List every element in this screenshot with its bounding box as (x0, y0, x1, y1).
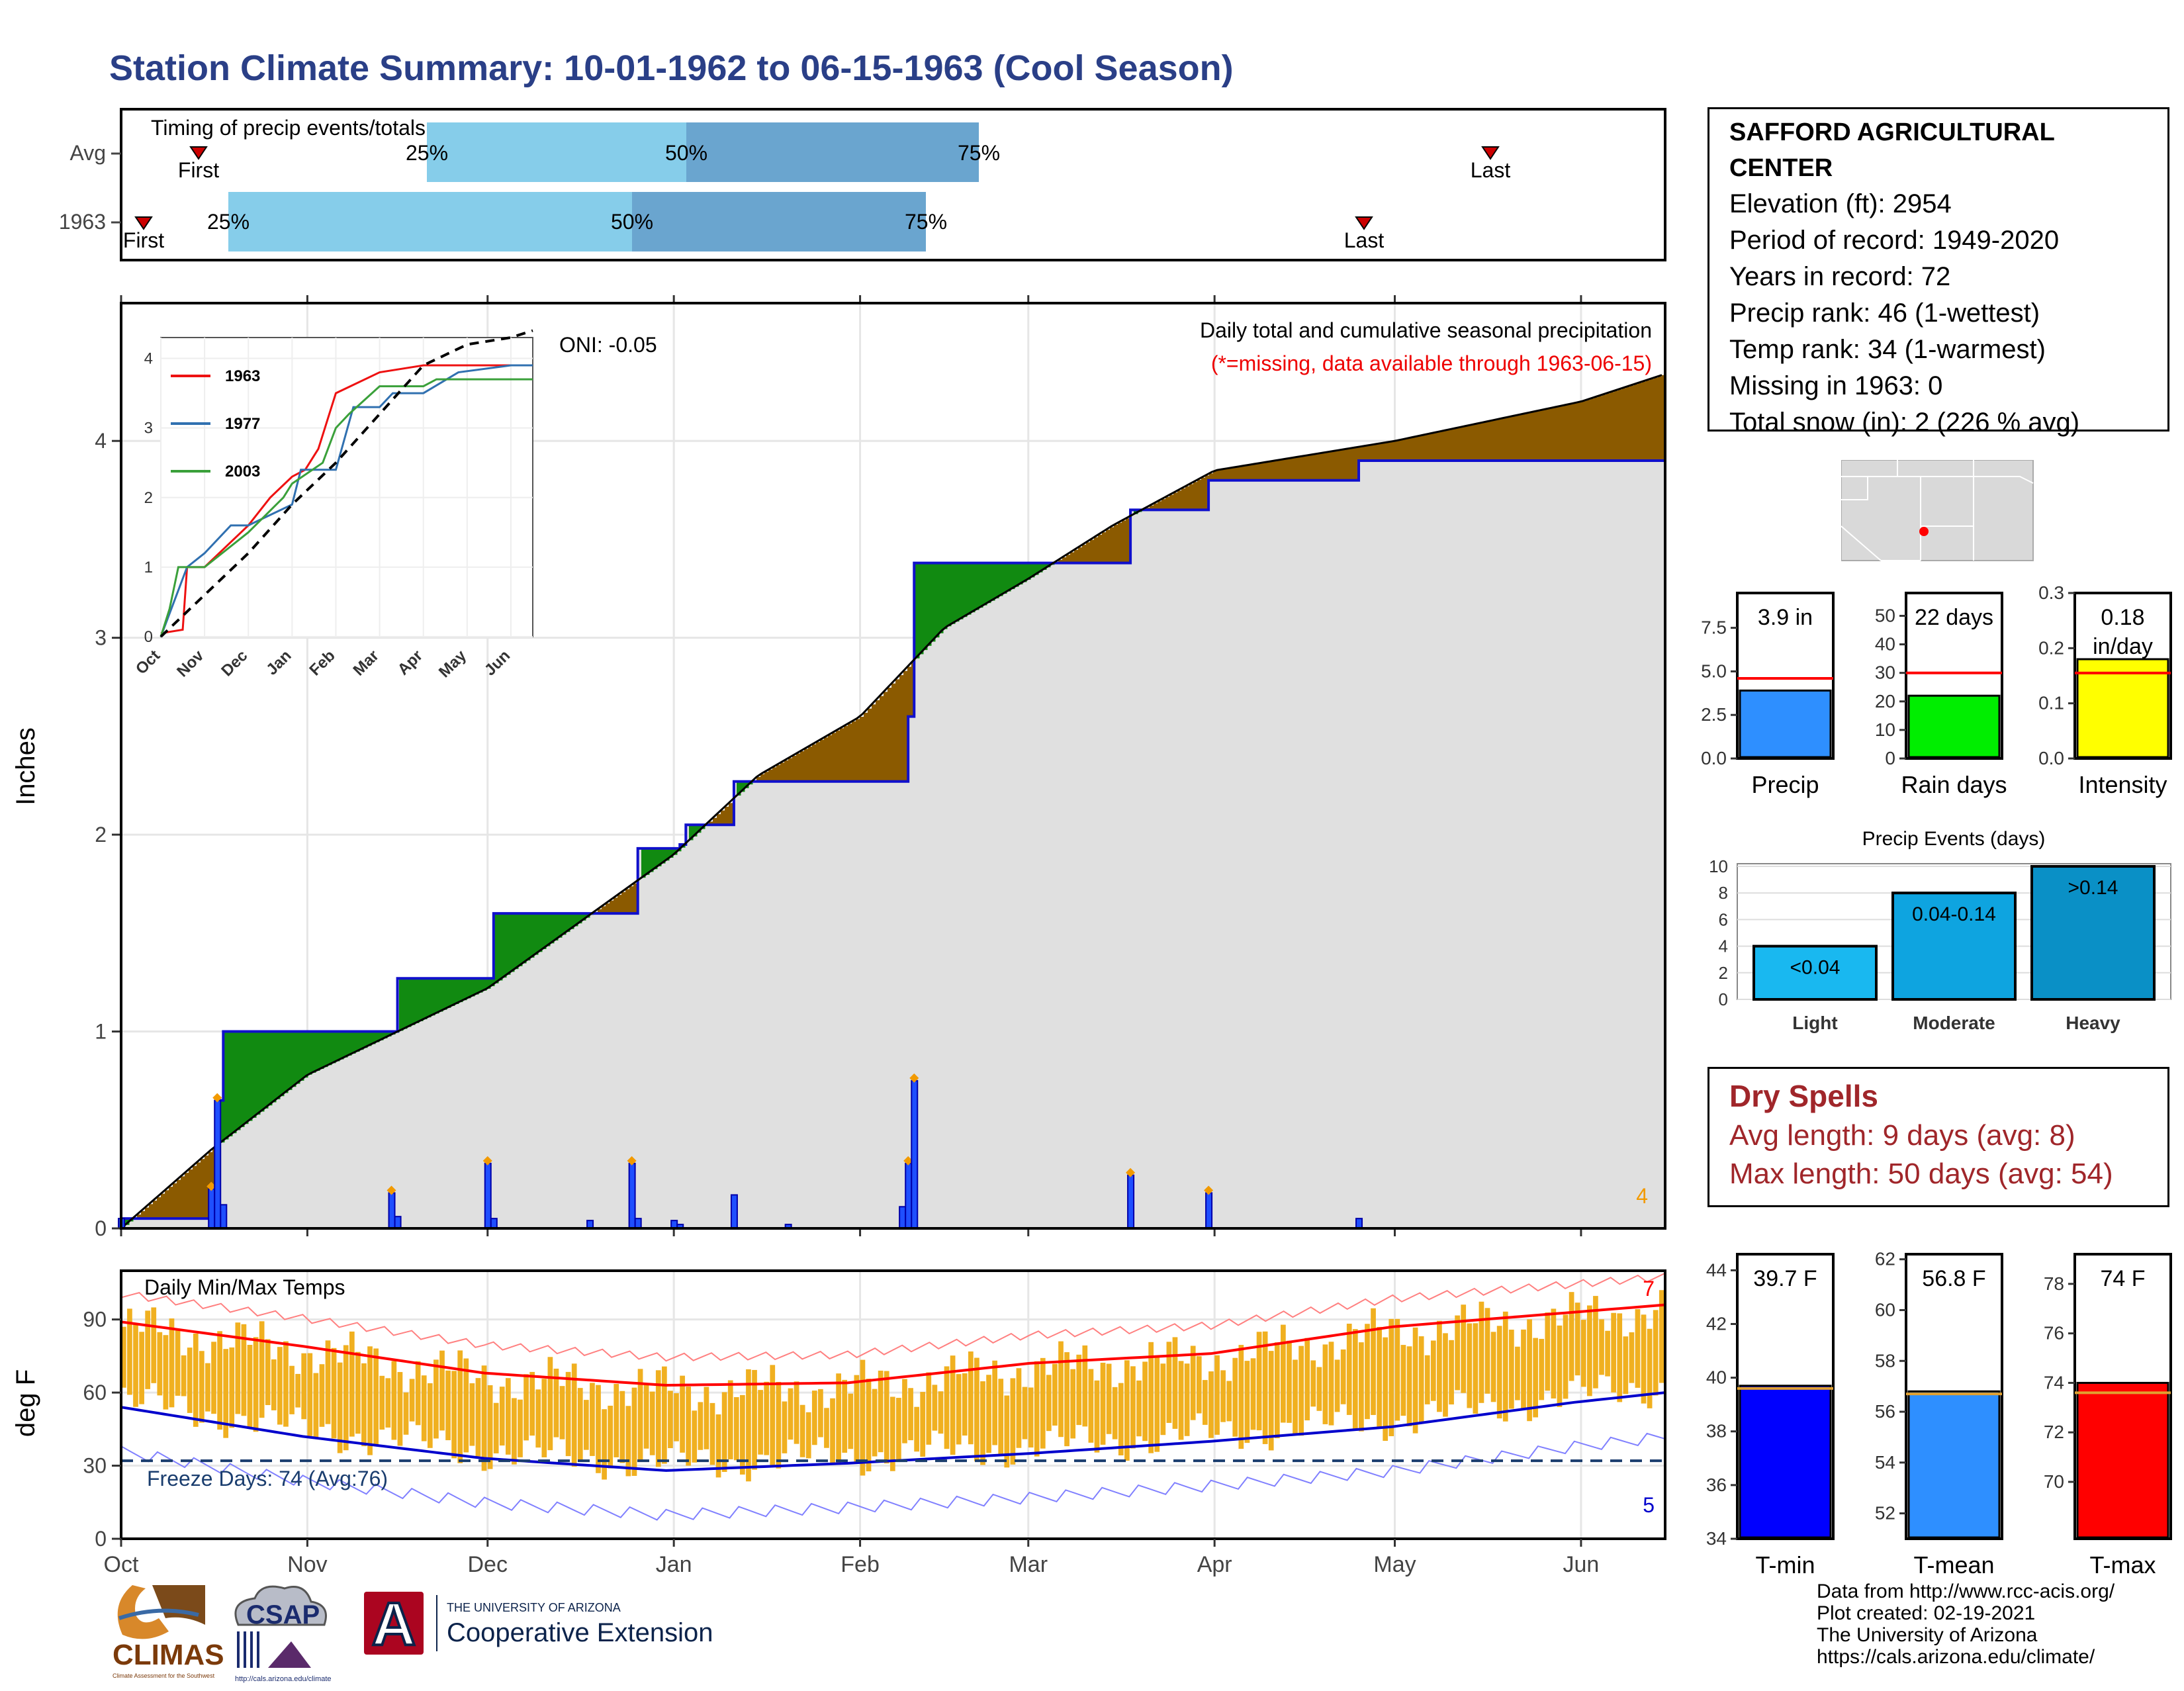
ua-extension: Cooperative Extension (447, 1618, 713, 1647)
summary-y-tick-label: 62 (1875, 1249, 1895, 1269)
summary-value-label: 39.7 F (1753, 1266, 1817, 1291)
summary-y-tick-label: 42 (1706, 1313, 1727, 1334)
dry-spells-title: Dry Spells (1729, 1075, 2148, 1117)
summary-y-tick-label: 10 (1875, 719, 1895, 740)
events-bar-label: 0.04-0.14 (1912, 903, 1996, 925)
events-bar-label: >0.14 (2068, 877, 2118, 899)
summary-value-label: 0.18 (2101, 605, 2144, 630)
summary-y-tick-label: 50 (1875, 605, 1895, 625)
footer-credits: Data from http://www.rcc-acis.org/ Plot … (1817, 1580, 2115, 1668)
dry-spells-box: Dry Spells Avg length: 9 days (avg: 8) M… (1707, 1067, 2169, 1207)
summary-y-tick-label: 78 (2044, 1273, 2064, 1294)
footer-created: Plot created: 02-19-2021 (1817, 1602, 2115, 1624)
summary-value-bar (1909, 1391, 1999, 1537)
logos: CLIMAS Climate Assessment for the Southw… (106, 1578, 768, 1691)
footer-url: https://cals.arizona.edu/climate/ (1817, 1646, 2115, 1668)
events-category-label: Light (1792, 1013, 1837, 1033)
summary-y-tick-label: 0.0 (2038, 748, 2064, 768)
summary-y-tick-label: 38 (1706, 1421, 1727, 1441)
events-y-tick-label: 8 (1719, 883, 1728, 903)
summary-value-bar (2077, 1383, 2168, 1537)
csap-url: http://cals.arizona.edu/climate (235, 1675, 332, 1683)
events-bar-label: <0.04 (1790, 957, 1841, 979)
summary-y-tick-label: 30 (1875, 663, 1895, 683)
summary-y-tick-label: 0.2 (2038, 637, 2064, 658)
events-y-tick-label: 6 (1719, 909, 1728, 929)
summary-value-bar (1909, 696, 1999, 757)
summary-title: T-min (1756, 1551, 1815, 1578)
events-category-label: Heavy (2066, 1013, 2120, 1033)
summary-y-tick-label: 40 (1706, 1367, 1727, 1388)
ua-letter-icon: A (372, 1590, 416, 1658)
events-y-tick-label: 4 (1719, 937, 1728, 956)
events-y-tick-label: 0 (1719, 989, 1728, 1009)
summary-value-label: 22 days (1915, 605, 1993, 630)
summary-y-tick-label: 2.5 (1701, 704, 1727, 725)
dry-spells-max: Max length: 50 days (avg: 54) (1729, 1155, 2148, 1193)
summary-y-tick-label: 60 (1875, 1299, 1895, 1320)
summary-title: T-max (2089, 1551, 2156, 1578)
summary-value-label: 3.9 in (1758, 605, 1813, 630)
summary-y-tick-label: 40 (1875, 634, 1895, 655)
summary-y-tick-label: 0.1 (2038, 693, 2064, 713)
ua-logo: A THE UNIVERSITY OF ARIZONA Cooperative … (364, 1590, 713, 1658)
footer-data-source: Data from http://www.rcc-acis.org/ (1817, 1580, 2115, 1602)
events-y-tick-label: 2 (1719, 963, 1728, 983)
summary-value-bar (1740, 690, 1831, 757)
events-y-tick-label: 10 (1709, 856, 1728, 876)
summary-y-tick-label: 52 (1875, 1503, 1895, 1524)
summary-y-tick-label: 0 (1885, 748, 1895, 768)
summary-y-tick-label: 76 (2044, 1323, 2064, 1344)
summary-title: T-mean (1913, 1551, 1994, 1578)
summary-y-tick-label: 7.5 (1701, 617, 1727, 638)
ua-name: THE UNIVERSITY OF ARIZONA (447, 1601, 621, 1614)
summary-y-tick-label: 44 (1706, 1259, 1727, 1280)
summary-y-tick-label: 5.0 (1701, 661, 1727, 681)
summary-title: Rain days (1901, 771, 2007, 798)
summary-y-tick-label: 34 (1706, 1528, 1727, 1549)
climas-text: CLIMAS (113, 1639, 224, 1671)
summary-y-tick-label: 20 (1875, 691, 1895, 711)
csap-logo: CSAP http://cals.arizona.edu/climate (235, 1586, 332, 1683)
summary-title: Intensity (2078, 771, 2167, 798)
climas-subtext: Climate Assessment for the Southwest (113, 1672, 215, 1679)
climas-logo: CLIMAS Climate Assessment for the Southw… (113, 1585, 224, 1679)
summary-y-tick-label: 74 (2044, 1372, 2064, 1393)
dry-spells-avg: Avg length: 9 days (avg: 8) (1729, 1117, 2148, 1155)
summary-y-tick-label: 0.0 (1701, 748, 1727, 768)
events-category-label: Moderate (1913, 1013, 1995, 1033)
summary-value-label: 56.8 F (1922, 1266, 1985, 1291)
footer-university: The University of Arizona (1817, 1624, 2115, 1646)
csap-text: CSAP (246, 1600, 320, 1629)
summary-y-tick-label: 54 (1875, 1452, 1895, 1473)
summary-y-tick-label: 0.3 (2038, 582, 2064, 603)
summary-y-tick-label: 70 (2044, 1471, 2064, 1492)
summary-y-tick-label: 36 (1706, 1475, 1727, 1495)
summary-value-label: 74 F (2100, 1266, 2145, 1291)
summary-title: Precip (1751, 771, 1819, 798)
summary-value-bar (1740, 1386, 1831, 1537)
events-chart-title: Precip Events (days) (1862, 828, 2046, 850)
summary-value-label: in/day (2093, 634, 2153, 659)
summary-y-tick-label: 72 (2044, 1422, 2064, 1442)
summary-y-tick-label: 58 (1875, 1350, 1895, 1371)
summary-y-tick-label: 56 (1875, 1401, 1895, 1422)
